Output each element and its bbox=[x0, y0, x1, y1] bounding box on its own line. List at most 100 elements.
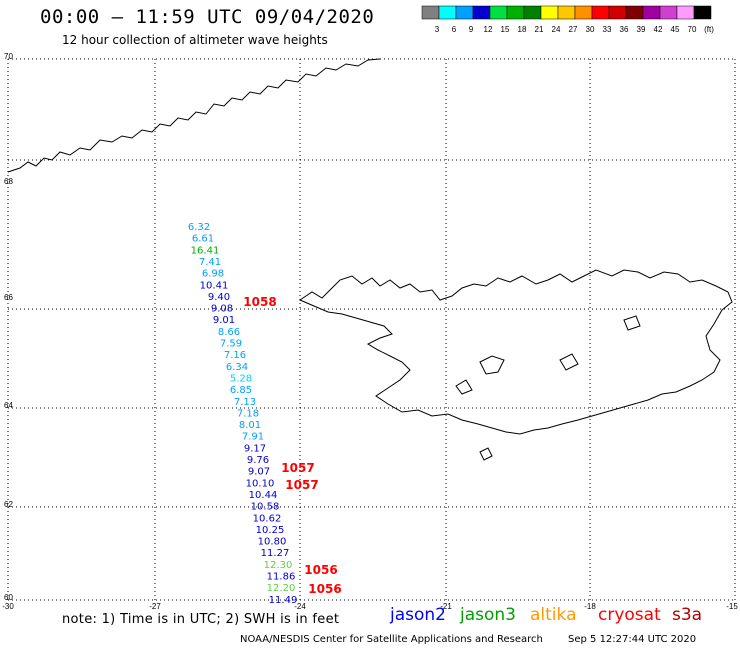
pressure-label: 1057 bbox=[285, 478, 318, 492]
observation-label: 7.16 bbox=[224, 350, 246, 361]
observation-label: 11.86 bbox=[267, 572, 296, 583]
colorbar-swatch bbox=[421, 5, 440, 20]
observation-label: 9.01 bbox=[213, 315, 235, 326]
observation-label: 8.01 bbox=[239, 420, 261, 431]
pressure-label: 1058 bbox=[243, 295, 276, 309]
observation-label: 11.49 bbox=[269, 595, 298, 606]
observation-label: 5.28 bbox=[230, 373, 252, 384]
observation-label: 6.61 bbox=[192, 234, 214, 245]
colorbar-label: 15 bbox=[501, 25, 510, 34]
observation-label: 9.17 bbox=[244, 443, 266, 454]
lake-outline bbox=[559, 353, 579, 371]
wave-height-colorbar: 3 6 9 12 15 18 21 24 27 30 33 36 39 42 45 70 (ft) bbox=[421, 5, 714, 34]
lake-outline bbox=[623, 315, 641, 331]
colorbar-swatch bbox=[659, 5, 678, 20]
latitude-label: 68 bbox=[4, 177, 13, 186]
map-title: 00:00 – 11:59 UTC 09/04/2020 bbox=[40, 6, 375, 28]
observation-label: 10.25 bbox=[256, 525, 285, 536]
legend-jason3: jason3 bbox=[460, 605, 516, 625]
observation-label: 7.91 bbox=[242, 432, 264, 443]
latitude-label: 64 bbox=[4, 401, 13, 410]
observation-label: 10.41 bbox=[200, 280, 229, 291]
observation-label: 6.85 bbox=[230, 385, 252, 396]
colorbar-swatch bbox=[591, 5, 610, 20]
colorbar-label: 42 bbox=[654, 25, 663, 34]
pressure-labels: 1058 1057 1057 1056 1056 bbox=[243, 295, 341, 596]
observation-label: 7.59 bbox=[220, 339, 242, 350]
colorbar-label: 12 bbox=[484, 25, 493, 34]
observation-label: 10.10 bbox=[246, 478, 275, 489]
longitude-label: -21 bbox=[440, 602, 452, 611]
observation-label: 10.58 bbox=[251, 502, 280, 513]
footnote: note: 1) Time is in UTC; 2) SWH is in fe… bbox=[62, 612, 340, 627]
observation-label: 10.80 bbox=[258, 537, 287, 548]
colorbar-label: 70 bbox=[688, 25, 697, 34]
colorbar-swatch bbox=[676, 5, 695, 20]
colorbar-swatch bbox=[693, 5, 712, 20]
observation-label: 8.66 bbox=[218, 327, 240, 338]
observation-label: 7.41 bbox=[199, 257, 221, 268]
legend-cryosat: cryosat bbox=[598, 605, 661, 625]
observation-label: 9.40 bbox=[208, 292, 230, 303]
pressure-label: 1057 bbox=[281, 461, 314, 475]
credit-line: NOAA/NESDIS Center for Satellite Applica… bbox=[240, 634, 543, 645]
longitude-tick-labels: -30 -27 -24 -21 -18 -15 bbox=[2, 602, 738, 611]
longitude-label: -24 bbox=[294, 602, 306, 611]
observation-label: 16.41 bbox=[191, 245, 220, 256]
observation-label: 9.08 bbox=[211, 304, 233, 315]
colorbar-label: (ft) bbox=[704, 25, 714, 34]
colorbar-swatch bbox=[455, 5, 474, 20]
observation-label: 6.98 bbox=[202, 269, 224, 280]
lat-lon-grid bbox=[7, 58, 736, 601]
colorbar-label: 36 bbox=[620, 25, 629, 34]
observation-label: 12.20 bbox=[267, 583, 296, 594]
colorbar-swatch bbox=[642, 5, 661, 20]
colorbar-swatch bbox=[472, 5, 491, 20]
colorbar-label: 30 bbox=[586, 25, 595, 34]
latitude-label: 66 bbox=[4, 293, 13, 302]
latitude-label: 70 bbox=[4, 52, 13, 61]
legend-jason2: jason2 bbox=[390, 605, 446, 625]
lake-outline bbox=[455, 379, 473, 395]
colorbar-swatch bbox=[608, 5, 627, 20]
longitude-label: -18 bbox=[584, 602, 596, 611]
observation-label: 9.76 bbox=[247, 455, 269, 466]
pressure-label: 1056 bbox=[304, 563, 337, 577]
colorbar-swatch bbox=[625, 5, 644, 20]
colorbar-swatch bbox=[574, 5, 593, 20]
colorbar-label: 21 bbox=[535, 25, 544, 34]
pressure-label: 1056 bbox=[308, 582, 341, 596]
observation-label: 10.44 bbox=[249, 490, 278, 501]
longitude-label: -27 bbox=[149, 602, 161, 611]
observation-label: 11.27 bbox=[261, 548, 290, 559]
colorbar-swatch bbox=[438, 5, 457, 20]
iceland-coastline bbox=[298, 269, 733, 435]
longitude-label: -15 bbox=[726, 602, 738, 611]
observation-label: 7.18 bbox=[237, 408, 259, 419]
latitude-label: 60 bbox=[4, 593, 13, 602]
island-outline bbox=[479, 447, 493, 461]
legend-altika: altika bbox=[530, 605, 577, 625]
longitude-label: -30 bbox=[2, 602, 14, 611]
wave-height-observations: 6.326.6116.417.416.9810.419.409.089.018.… bbox=[188, 222, 297, 606]
colorbar-label: 18 bbox=[518, 25, 527, 34]
legend-s3a: s3a bbox=[672, 605, 703, 625]
colorbar-swatch bbox=[523, 5, 542, 20]
colorbar-swatch bbox=[506, 5, 525, 20]
observation-label: 6.32 bbox=[188, 222, 210, 233]
colorbar-label: 3 bbox=[435, 25, 440, 34]
colorbar-label: 9 bbox=[469, 25, 474, 34]
colorbar-swatch bbox=[540, 5, 559, 20]
observation-label: 6.34 bbox=[226, 362, 248, 373]
observation-label: 9.07 bbox=[248, 467, 270, 478]
greenland-coastline bbox=[7, 58, 381, 173]
observation-label: 7.13 bbox=[234, 397, 256, 408]
colorbar-label: 39 bbox=[637, 25, 646, 34]
observation-label: 12.30 bbox=[264, 560, 293, 571]
map-subtitle: 12 hour collection of altimeter wave hei… bbox=[62, 33, 328, 47]
observation-label: 10.62 bbox=[253, 513, 282, 524]
lake-outline bbox=[479, 355, 505, 375]
latitude-tick-labels: 70 68 66 64 62 60 bbox=[4, 52, 13, 602]
colorbar-label: 27 bbox=[569, 25, 578, 34]
